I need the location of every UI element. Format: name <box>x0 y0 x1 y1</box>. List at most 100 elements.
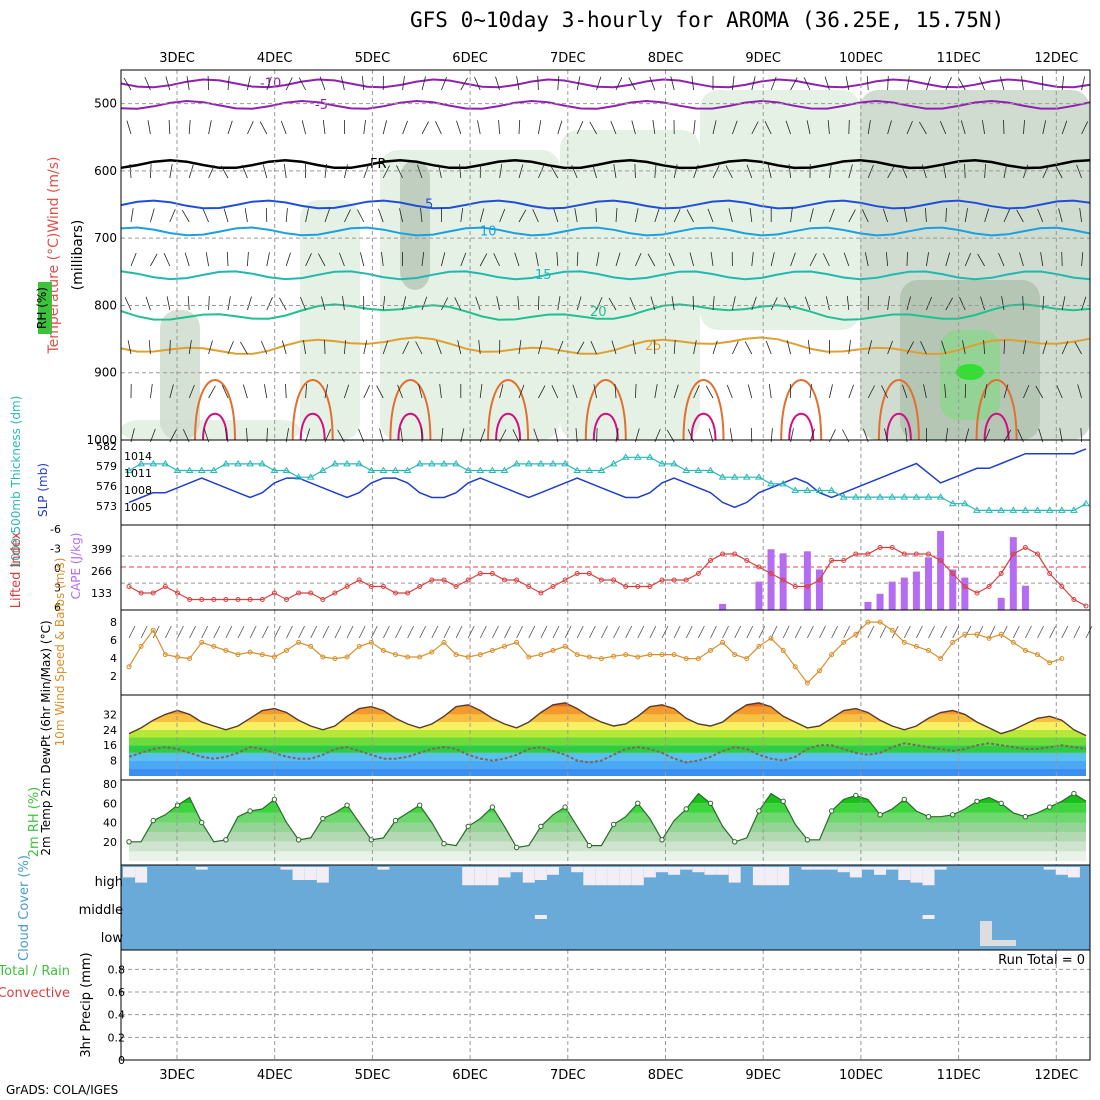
wind-barb <box>223 208 229 223</box>
temp-line <box>128 702 1087 737</box>
wind-barb <box>557 75 560 91</box>
wind-barb <box>945 207 947 223</box>
cape-bar <box>719 603 727 610</box>
wind-barb <box>686 209 694 223</box>
wind-barb <box>1021 76 1024 91</box>
rh-band <box>129 793 1086 804</box>
wind-speed-marker <box>671 652 677 658</box>
wind-barb <box>259 121 268 135</box>
surface-loop <box>194 379 236 441</box>
cloud-high-bar <box>934 867 947 870</box>
wind-barb <box>474 77 481 91</box>
wind-barb <box>940 625 947 639</box>
wind-barb <box>964 208 968 223</box>
wind-barb <box>988 625 996 639</box>
wind-barb <box>572 384 578 399</box>
wind-barb <box>613 625 620 639</box>
wind-barb <box>518 209 527 223</box>
wind-barb <box>952 625 960 639</box>
wind-barb <box>926 296 932 311</box>
wind-barb <box>498 119 500 135</box>
thickness-tick-label: 579 <box>96 460 117 473</box>
thickness-marker <box>209 466 218 474</box>
lifted-index-marker <box>162 584 168 589</box>
wind-barb <box>382 340 389 355</box>
wind-barb <box>363 340 368 355</box>
wind-speed-marker <box>829 652 835 658</box>
wind-barb <box>712 296 715 311</box>
cloud-high-bar <box>716 867 729 875</box>
wind-barb <box>608 297 617 311</box>
wind-barb <box>150 208 155 223</box>
upper-air-yaxis-label: (millibars) <box>70 220 86 291</box>
lifted-index-marker <box>623 584 629 589</box>
wind-barb <box>538 340 543 355</box>
date-label-bottom: 3DEC <box>159 1068 195 1080</box>
wind-barb <box>1055 165 1063 179</box>
wind-barb <box>770 252 775 267</box>
wind-barb <box>147 120 151 135</box>
wind-barb <box>635 383 637 399</box>
wind-barb <box>477 120 481 135</box>
wind-barb <box>807 625 814 639</box>
cloud-high-bar <box>668 867 681 875</box>
lifted-index-marker <box>211 597 217 602</box>
slp-tick-label: 1008 <box>124 484 152 497</box>
wind-barb <box>279 297 287 311</box>
thickness-marker <box>767 479 775 487</box>
wind-barb <box>571 164 578 179</box>
cape-bar <box>925 557 933 610</box>
cloud-high-bar <box>631 867 644 886</box>
thickness-marker <box>367 466 376 474</box>
wind-barb <box>1081 121 1089 135</box>
wind-barb <box>285 208 288 223</box>
lifted-index-marker <box>768 571 774 576</box>
wind-barb <box>417 164 423 179</box>
rh-marker <box>295 837 302 843</box>
wind-speed-marker <box>550 648 556 653</box>
thickness-marker <box>464 466 473 474</box>
thickness-marker <box>282 466 291 474</box>
wind-barb <box>1085 625 1093 639</box>
cape-bar <box>815 569 823 610</box>
cape-tick-label: 399 <box>91 543 112 556</box>
thickness-marker <box>258 459 267 467</box>
date-label-bottom: 10DEC <box>839 1068 883 1080</box>
wind-speed-marker <box>938 656 944 662</box>
wind-barb <box>478 340 481 355</box>
lifted-index-marker <box>562 577 568 583</box>
wind-speed-marker <box>865 619 871 625</box>
lifted-index-marker <box>175 590 180 596</box>
wind-barb <box>518 119 521 135</box>
wind-barb <box>732 341 739 355</box>
wind-barb <box>322 625 330 639</box>
wind-barb <box>382 296 386 311</box>
cloud-tick-label: middle <box>79 903 123 918</box>
rh-marker <box>998 800 1004 806</box>
wind-speed-marker <box>284 648 289 653</box>
isotherm-label: -10 <box>260 76 281 91</box>
thickness-marker <box>839 493 848 500</box>
rh-band <box>129 851 1086 861</box>
wind-speed-marker <box>138 643 144 649</box>
thickness-marker <box>1082 499 1090 507</box>
wind-barb <box>923 384 927 399</box>
wind-barb <box>673 384 679 399</box>
wind-barb <box>1061 251 1063 267</box>
rh-shading <box>560 130 700 440</box>
wind-barb <box>919 121 927 135</box>
thickness-marker <box>597 466 606 474</box>
wind-barb <box>693 120 696 135</box>
wind-barb <box>344 384 350 399</box>
wind-speed-marker <box>175 654 180 660</box>
wind-barb <box>751 296 757 311</box>
wind-barb <box>285 77 293 91</box>
thickness-marker <box>427 459 436 467</box>
wind-barb <box>712 120 717 135</box>
wind-barb <box>661 625 669 639</box>
wind-speed-marker <box>598 656 604 662</box>
wind-barb <box>705 385 714 399</box>
wind-barb <box>1000 76 1005 91</box>
wind-barb <box>381 252 384 267</box>
precip-tick-label: 0.2 <box>108 1031 126 1044</box>
